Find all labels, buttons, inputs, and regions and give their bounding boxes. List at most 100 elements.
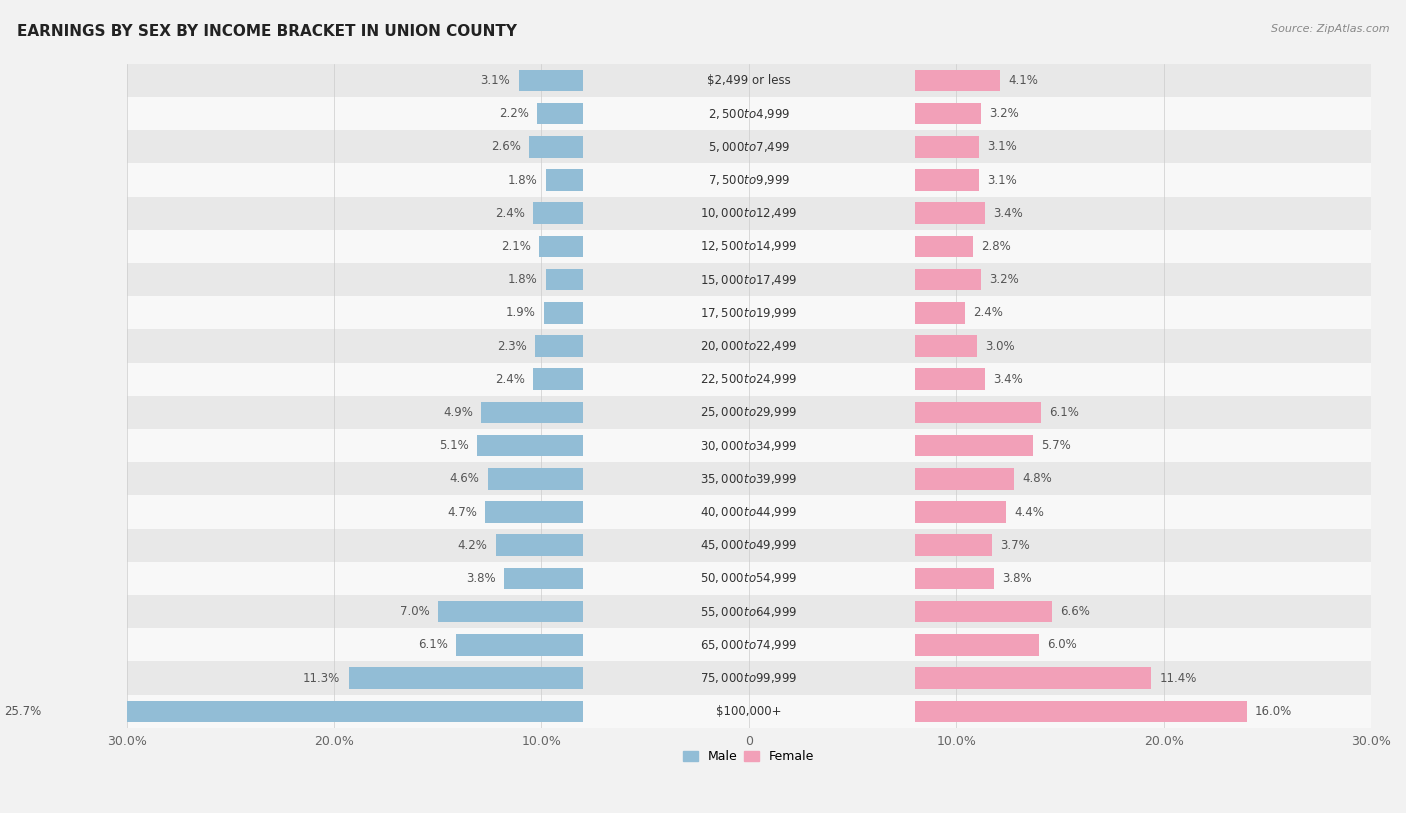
Text: 5.1%: 5.1% <box>439 439 470 452</box>
Bar <box>915 136 979 158</box>
Bar <box>533 202 583 224</box>
Text: $17,500 to $19,999: $17,500 to $19,999 <box>700 306 797 320</box>
Bar <box>915 202 986 224</box>
Bar <box>915 534 991 556</box>
Text: 3.8%: 3.8% <box>467 572 496 585</box>
Text: 3.8%: 3.8% <box>1002 572 1032 585</box>
Bar <box>127 329 1371 363</box>
Text: 6.0%: 6.0% <box>1047 638 1077 651</box>
Bar <box>349 667 583 689</box>
Bar <box>127 396 1371 429</box>
Text: 2.6%: 2.6% <box>491 141 520 154</box>
Text: 2.1%: 2.1% <box>502 240 531 253</box>
Text: EARNINGS BY SEX BY INCOME BRACKET IN UNION COUNTY: EARNINGS BY SEX BY INCOME BRACKET IN UNI… <box>17 24 517 39</box>
Text: 3.4%: 3.4% <box>994 372 1024 385</box>
Text: 2.4%: 2.4% <box>495 207 524 220</box>
Bar <box>915 236 973 257</box>
Bar <box>915 601 1052 623</box>
Text: 2.8%: 2.8% <box>981 240 1011 253</box>
Text: $5,000 to $7,499: $5,000 to $7,499 <box>707 140 790 154</box>
Bar <box>915 368 986 390</box>
Bar <box>915 502 1007 523</box>
Bar <box>496 534 583 556</box>
Bar <box>915 302 965 324</box>
Text: 6.1%: 6.1% <box>1050 406 1080 419</box>
Bar <box>127 97 1371 130</box>
Bar <box>915 667 1152 689</box>
Bar <box>915 102 981 124</box>
Text: 25.7%: 25.7% <box>4 705 42 718</box>
Bar <box>127 495 1371 528</box>
Text: Source: ZipAtlas.com: Source: ZipAtlas.com <box>1271 24 1389 34</box>
Text: 2.3%: 2.3% <box>498 340 527 353</box>
Text: 4.1%: 4.1% <box>1008 74 1038 87</box>
Text: 3.1%: 3.1% <box>481 74 510 87</box>
Text: 4.8%: 4.8% <box>1022 472 1053 485</box>
Text: 4.4%: 4.4% <box>1014 506 1045 519</box>
Bar <box>127 628 1371 662</box>
Text: 6.6%: 6.6% <box>1060 605 1090 618</box>
Bar <box>915 70 1000 91</box>
Bar <box>127 63 1371 97</box>
Text: 3.4%: 3.4% <box>994 207 1024 220</box>
Bar <box>915 468 1014 489</box>
Bar <box>127 662 1371 694</box>
Bar <box>127 463 1371 495</box>
Bar <box>481 402 583 424</box>
Text: $25,000 to $29,999: $25,000 to $29,999 <box>700 406 797 420</box>
Text: $40,000 to $44,999: $40,000 to $44,999 <box>700 505 797 519</box>
Text: 7.0%: 7.0% <box>399 605 429 618</box>
Text: $12,500 to $14,999: $12,500 to $14,999 <box>700 239 797 254</box>
Bar <box>544 302 583 324</box>
Text: $55,000 to $64,999: $55,000 to $64,999 <box>700 605 797 619</box>
Bar <box>915 435 1033 456</box>
Bar <box>437 601 583 623</box>
Bar <box>127 694 1371 728</box>
Text: $30,000 to $34,999: $30,000 to $34,999 <box>700 439 797 453</box>
Text: $65,000 to $74,999: $65,000 to $74,999 <box>700 638 797 652</box>
Bar <box>915 169 979 191</box>
Text: 3.2%: 3.2% <box>990 107 1019 120</box>
Text: $2,500 to $4,999: $2,500 to $4,999 <box>707 107 790 120</box>
Bar <box>127 263 1371 296</box>
Bar <box>127 296 1371 329</box>
Text: 3.2%: 3.2% <box>990 273 1019 286</box>
Bar <box>533 368 583 390</box>
Text: 2.2%: 2.2% <box>499 107 529 120</box>
Text: $50,000 to $54,999: $50,000 to $54,999 <box>700 572 797 585</box>
Text: 3.1%: 3.1% <box>987 141 1017 154</box>
Bar <box>546 169 583 191</box>
Text: 5.7%: 5.7% <box>1042 439 1071 452</box>
Bar <box>488 468 583 489</box>
Bar <box>915 269 981 290</box>
Text: 4.7%: 4.7% <box>447 506 477 519</box>
Text: 2.4%: 2.4% <box>495 372 524 385</box>
Text: 4.9%: 4.9% <box>443 406 472 419</box>
Bar <box>127 197 1371 230</box>
Text: 3.1%: 3.1% <box>987 173 1017 186</box>
Bar <box>529 136 583 158</box>
Text: 1.9%: 1.9% <box>505 307 536 320</box>
Text: 1.8%: 1.8% <box>508 173 537 186</box>
Text: $15,000 to $17,499: $15,000 to $17,499 <box>700 272 797 287</box>
Text: 4.2%: 4.2% <box>458 539 488 552</box>
Bar <box>915 335 977 357</box>
Bar <box>915 567 994 589</box>
Text: $7,500 to $9,999: $7,500 to $9,999 <box>707 173 790 187</box>
Bar <box>915 634 1039 656</box>
Bar <box>485 502 583 523</box>
Text: 6.1%: 6.1% <box>419 638 449 651</box>
Bar <box>915 402 1042 424</box>
Text: $45,000 to $49,999: $45,000 to $49,999 <box>700 538 797 552</box>
Bar <box>127 230 1371 263</box>
Bar <box>546 269 583 290</box>
Text: $75,000 to $99,999: $75,000 to $99,999 <box>700 671 797 685</box>
Text: 16.0%: 16.0% <box>1256 705 1292 718</box>
Bar <box>505 567 583 589</box>
Bar <box>537 102 583 124</box>
Text: 11.4%: 11.4% <box>1160 672 1197 685</box>
Bar <box>477 435 583 456</box>
Text: $22,500 to $24,999: $22,500 to $24,999 <box>700 372 797 386</box>
Text: $10,000 to $12,499: $10,000 to $12,499 <box>700 207 797 220</box>
Bar <box>127 163 1371 197</box>
